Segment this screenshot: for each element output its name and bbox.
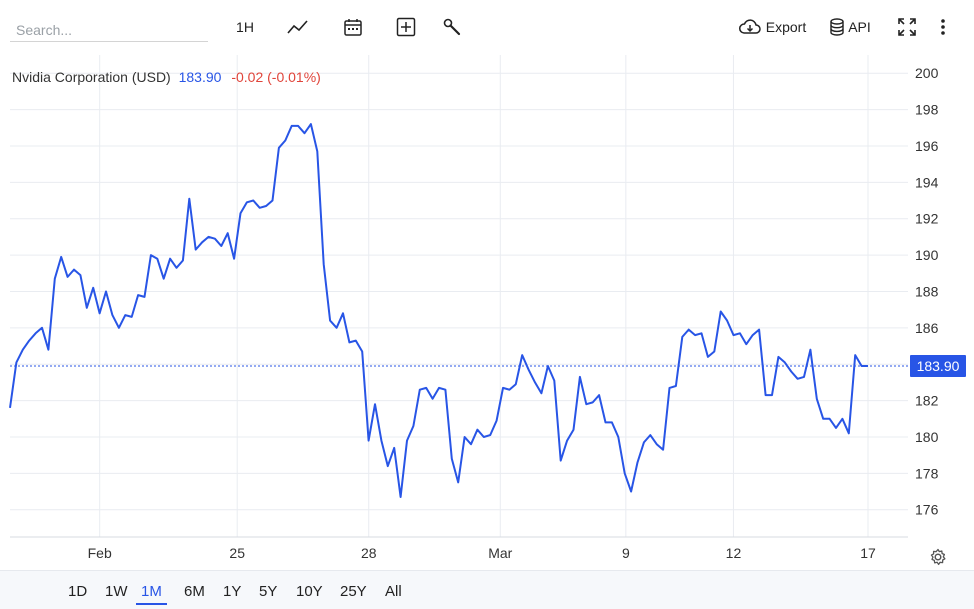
last-price-badge-label: 183.90 — [917, 358, 960, 374]
add-indicator-icon — [396, 17, 416, 37]
y-tick-label: 190 — [915, 247, 939, 263]
y-tick-label: 186 — [915, 320, 939, 336]
y-tick-label: 188 — [915, 283, 939, 299]
x-tick-label: Mar — [488, 545, 512, 561]
range-1m[interactable]: 1M — [136, 581, 167, 605]
y-axis: 176178180182184186188190192194196198200 — [915, 65, 939, 518]
database-icon — [830, 18, 844, 36]
range-1d[interactable]: 1D — [68, 583, 88, 600]
api-label: API — [848, 19, 871, 35]
date-range-button[interactable] — [342, 14, 364, 40]
range-5y[interactable]: 5Y — [259, 583, 278, 600]
cloud-download-icon — [738, 19, 761, 34]
y-tick-label: 192 — [915, 211, 939, 227]
more-vert-icon — [941, 19, 945, 35]
more-options-button[interactable] — [934, 14, 952, 40]
legend-name: Nvidia Corporation (USD) — [12, 69, 171, 85]
export-button[interactable]: Export — [735, 14, 809, 40]
x-tick-label: 12 — [726, 545, 742, 561]
chart-grid — [10, 55, 908, 537]
range-1w[interactable]: 1W — [105, 583, 128, 600]
search-input[interactable] — [10, 18, 208, 42]
range-selector: 1D 1W 1M 6M 1Y 5Y 10Y 25Y All — [0, 570, 974, 609]
chart-type-button[interactable] — [286, 14, 310, 40]
interval-label: 1H — [236, 19, 254, 35]
wrench-icon — [443, 18, 461, 36]
interval-button[interactable]: 1H — [232, 14, 258, 40]
y-tick-label: 176 — [915, 502, 939, 518]
export-label: Export — [765, 19, 807, 35]
y-tick-label: 182 — [915, 393, 939, 409]
chart-settings-button[interactable] — [929, 548, 947, 571]
range-10y[interactable]: 10Y — [296, 583, 323, 600]
chart-legend: Nvidia Corporation (USD) 183.90 -0.02 (-… — [12, 69, 321, 85]
y-tick-label: 196 — [915, 138, 939, 154]
x-tick-label: 17 — [860, 545, 876, 561]
price-series-line — [9, 123, 868, 498]
toolbar: 1H Export API — [0, 0, 974, 52]
legend-price: 183.90 — [179, 69, 222, 85]
add-indicator-button[interactable] — [395, 14, 417, 40]
legend-change: -0.02 (-0.01%) — [231, 69, 320, 85]
tools-button[interactable] — [441, 14, 463, 40]
x-tick-label: 28 — [361, 545, 377, 561]
x-tick-label: Feb — [88, 545, 112, 561]
range-all[interactable]: All — [385, 583, 402, 600]
x-tick-label: 25 — [229, 545, 245, 561]
y-tick-label: 180 — [915, 429, 939, 445]
calendar-icon — [344, 19, 362, 36]
y-tick-label: 198 — [915, 102, 939, 118]
x-tick-label: 9 — [622, 545, 630, 561]
fullscreen-icon — [898, 18, 916, 36]
range-6m[interactable]: 6M — [184, 583, 205, 600]
price-chart[interactable]: 176178180182184186188190192194196198200 … — [0, 0, 974, 570]
range-25y[interactable]: 25Y — [340, 583, 367, 600]
y-tick-label: 178 — [915, 465, 939, 481]
fullscreen-button[interactable] — [896, 14, 918, 40]
api-button[interactable]: API — [827, 14, 873, 40]
x-axis: Feb 25 28 Mar 9 12 17 — [88, 545, 876, 561]
range-1y[interactable]: 1Y — [223, 583, 242, 600]
last-price-badge — [910, 355, 966, 378]
gear-icon — [930, 548, 946, 566]
line-chart-icon — [287, 20, 308, 34]
y-tick-label: 194 — [915, 174, 939, 190]
y-tick-label: 200 — [915, 65, 939, 81]
